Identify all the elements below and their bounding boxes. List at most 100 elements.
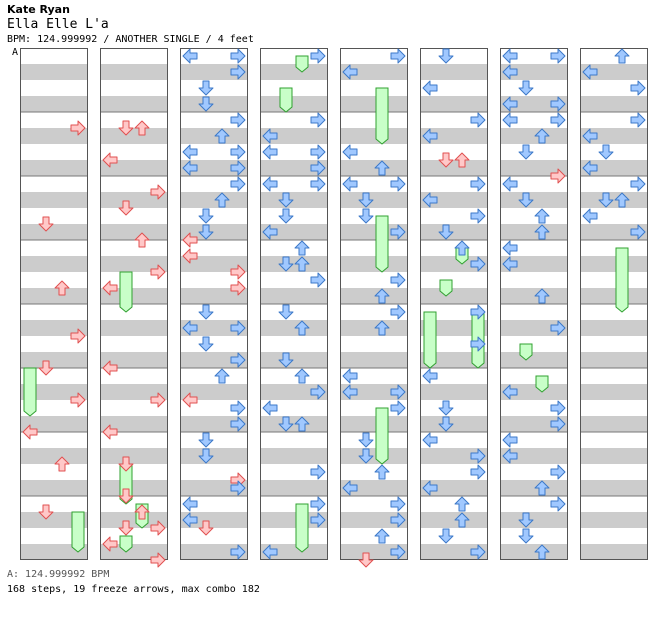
up-arrow-icon <box>294 256 310 272</box>
down-arrow-icon <box>358 552 374 568</box>
right-arrow-icon <box>230 480 246 496</box>
beat-stripe <box>420 192 488 208</box>
beat-stripe <box>340 480 408 496</box>
left-arrow-icon <box>262 400 278 416</box>
beat-stripe <box>260 448 328 464</box>
beat-stripe <box>260 256 328 272</box>
left-arrow-icon <box>182 48 198 64</box>
freeze-arrow <box>375 407 389 465</box>
beat-stripe <box>580 256 648 272</box>
beat-stripe <box>100 384 168 400</box>
up-arrow-icon <box>454 240 470 256</box>
right-arrow-icon <box>230 400 246 416</box>
beat-stripe <box>580 224 648 240</box>
up-arrow-icon <box>134 504 150 520</box>
down-arrow-icon <box>518 80 534 96</box>
beat-stripe <box>500 384 568 400</box>
beat-stripe <box>20 384 88 400</box>
right-arrow-icon <box>550 464 566 480</box>
right-arrow-icon <box>550 416 566 432</box>
right-arrow-icon <box>470 448 486 464</box>
beat-stripe <box>180 128 248 144</box>
beat-stripe <box>260 480 328 496</box>
beat-stripe <box>580 512 648 528</box>
beat-stripe <box>500 128 568 144</box>
down-arrow-icon <box>38 504 54 520</box>
left-arrow-icon <box>102 360 118 376</box>
beat-stripe <box>180 64 248 80</box>
right-arrow-icon <box>470 336 486 352</box>
left-arrow-icon <box>422 432 438 448</box>
right-arrow-icon <box>150 520 166 536</box>
right-arrow-icon <box>550 96 566 112</box>
left-arrow-icon <box>342 64 358 80</box>
beat-stripe <box>340 288 408 304</box>
beat-stripe <box>340 448 408 464</box>
left-arrow-icon <box>422 80 438 96</box>
right-arrow-icon <box>550 112 566 128</box>
beat-stripe <box>260 352 328 368</box>
right-arrow-icon <box>630 112 646 128</box>
right-arrow-icon <box>390 512 406 528</box>
right-arrow-icon <box>390 304 406 320</box>
down-arrow-icon <box>118 520 134 536</box>
beat-stripe <box>100 416 168 432</box>
artist-name: Kate Ryan <box>7 3 70 16</box>
right-arrow-icon <box>310 496 326 512</box>
right-arrow-icon <box>550 496 566 512</box>
right-arrow-icon <box>390 48 406 64</box>
beat-stripe <box>180 544 248 560</box>
beat-stripe <box>180 224 248 240</box>
column-border <box>580 48 648 560</box>
down-arrow-icon <box>278 416 294 432</box>
beat-stripe <box>20 320 88 336</box>
beat-stripe <box>500 64 568 80</box>
right-arrow-icon <box>310 464 326 480</box>
freeze-arrow <box>23 367 37 417</box>
freeze-arrow <box>519 343 533 361</box>
beat-stripe <box>340 224 408 240</box>
up-arrow-icon <box>534 224 550 240</box>
right-arrow-icon <box>310 384 326 400</box>
down-arrow-icon <box>118 488 134 504</box>
freeze-arrow <box>423 311 437 369</box>
beat-stripe <box>500 352 568 368</box>
left-arrow-icon <box>502 240 518 256</box>
up-arrow-icon <box>294 368 310 384</box>
left-arrow-icon <box>182 392 198 408</box>
beat-stripe <box>260 288 328 304</box>
up-arrow-icon <box>374 160 390 176</box>
beat-stripe <box>500 480 568 496</box>
beat-stripe <box>420 544 488 560</box>
left-arrow-icon <box>102 280 118 296</box>
right-arrow-icon <box>470 112 486 128</box>
right-arrow-icon <box>230 160 246 176</box>
column-border <box>180 48 248 560</box>
beat-stripe <box>580 352 648 368</box>
beat-stripe <box>20 480 88 496</box>
right-arrow-icon <box>230 280 246 296</box>
column-border <box>20 48 88 560</box>
left-arrow-icon <box>342 368 358 384</box>
left-arrow-icon <box>502 112 518 128</box>
beat-stripe <box>20 448 88 464</box>
right-arrow-icon <box>230 176 246 192</box>
beat-stripe <box>420 352 488 368</box>
right-arrow-icon <box>550 400 566 416</box>
beat-stripe <box>100 256 168 272</box>
right-arrow-icon <box>390 224 406 240</box>
beat-stripe <box>580 448 648 464</box>
up-arrow-icon <box>214 192 230 208</box>
beat-stripe <box>100 192 168 208</box>
beat-stripe <box>340 192 408 208</box>
beat-stripe <box>340 512 408 528</box>
left-arrow-icon <box>182 512 198 528</box>
beat-stripe <box>100 96 168 112</box>
beat-stripe <box>180 256 248 272</box>
right-arrow-icon <box>310 112 326 128</box>
up-arrow-icon <box>214 128 230 144</box>
right-arrow-icon <box>310 512 326 528</box>
left-arrow-icon <box>502 256 518 272</box>
left-arrow-icon <box>182 320 198 336</box>
left-arrow-icon <box>182 248 198 264</box>
